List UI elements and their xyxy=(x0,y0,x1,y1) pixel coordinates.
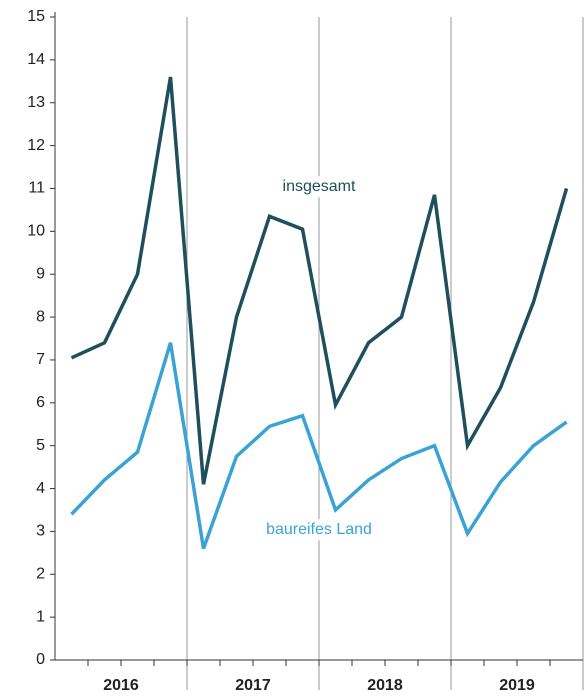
series-label-bg xyxy=(260,519,378,541)
y-tick-label: 15 xyxy=(27,8,45,25)
x-group-label: 2019 xyxy=(499,677,535,694)
y-tick-label: 8 xyxy=(36,308,45,325)
y-tick-label: 5 xyxy=(36,437,45,454)
x-group-label: 2016 xyxy=(103,677,139,694)
y-tick-label: 11 xyxy=(28,180,45,197)
series-line xyxy=(70,76,569,485)
y-tick-label: 13 xyxy=(27,94,45,111)
y-tick-label: 0 xyxy=(36,651,45,668)
y-tick-label: 4 xyxy=(36,480,45,497)
y-tick-label: 10 xyxy=(27,223,45,240)
series-label-bg xyxy=(276,176,363,198)
y-tick-label: 9 xyxy=(36,265,45,282)
y-tick-label: 7 xyxy=(36,351,45,368)
series-label: insgesamt xyxy=(283,178,356,195)
y-tick-label: 6 xyxy=(36,394,45,411)
series-label: baureifes Land xyxy=(266,521,372,538)
y-tick-label: 12 xyxy=(27,137,45,154)
y-tick-label: 1 xyxy=(36,608,45,625)
y-tick-label: 2 xyxy=(36,565,45,582)
y-tick-label: 14 xyxy=(27,51,45,68)
x-group-label: 2018 xyxy=(367,677,403,694)
x-group-label: 2017 xyxy=(235,677,271,694)
y-tick-label: 3 xyxy=(36,523,45,540)
series-line xyxy=(70,342,568,550)
